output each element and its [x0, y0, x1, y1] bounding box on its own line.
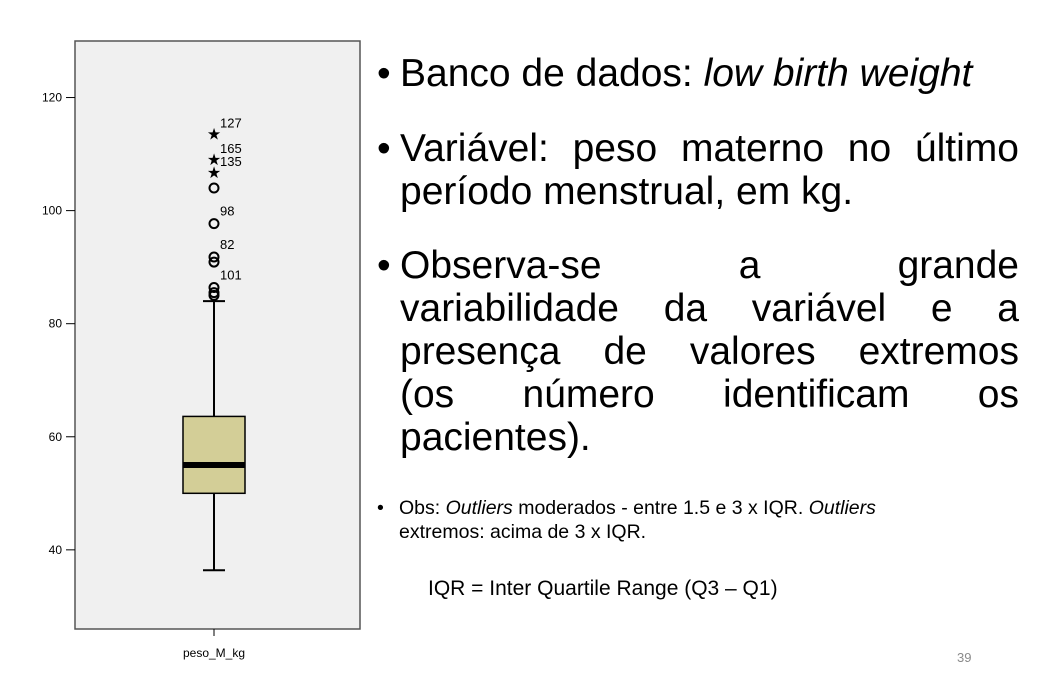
observation-line-3: presença de valores extremos: [400, 330, 1019, 373]
word: Observa-se: [400, 244, 602, 287]
word: variabilidade: [400, 287, 619, 330]
outlier-marker: [208, 251, 220, 263]
outlier-label: 82: [220, 237, 234, 252]
word: identificam: [723, 373, 910, 416]
variable-line-1: Variável: peso materno no último: [400, 127, 1019, 170]
extreme-label: 165: [220, 141, 242, 156]
word: valores: [689, 330, 816, 373]
word: a: [738, 244, 761, 287]
iqr-definition: IQR = Inter Quartile Range (Q3 – Q1): [428, 577, 778, 600]
extreme-label: 127: [220, 116, 242, 131]
word: peso: [572, 127, 658, 170]
outlier-label: 98: [220, 204, 234, 219]
word: número: [522, 373, 655, 416]
y-tick-label: 60: [49, 430, 63, 444]
extreme-marker: ★: [207, 125, 221, 144]
obs-label: Obs:: [399, 497, 446, 519]
word: extremos: [858, 330, 1019, 373]
word: os: [977, 373, 1019, 416]
y-axis: 40 60 80 100 120: [42, 91, 75, 557]
bullet-symbol: •: [377, 127, 391, 170]
word: grande: [897, 244, 1019, 287]
y-tick-label: 40: [49, 543, 63, 557]
obs-outliers-1: Outliers: [445, 497, 513, 519]
obs-moderate-text: moderados - entre 1.5 e 3 x IQR.: [512, 497, 809, 519]
database-name: low birth weight: [703, 52, 973, 95]
bullet-symbol: •: [377, 52, 391, 95]
word: (os: [400, 373, 455, 416]
observation-line-5: pacientes).: [400, 416, 591, 459]
x-axis-label: peso_M_kg: [183, 646, 245, 660]
word: último: [914, 127, 1019, 170]
word: a: [997, 287, 1019, 330]
word: Variável:: [400, 127, 549, 170]
word: variável: [751, 287, 887, 330]
word: materno: [680, 127, 825, 170]
outlier-marker: [208, 182, 220, 194]
outlier-label: 101: [220, 268, 242, 283]
y-tick-label: 100: [42, 204, 62, 218]
obs-outliers-2: Outliers: [808, 497, 876, 519]
variable-line-2: período menstrual, em kg.: [400, 170, 854, 213]
outlier-marker: [208, 256, 220, 268]
iqr-box: [182, 415, 246, 495]
word: da: [663, 287, 708, 330]
outlier-marker: [208, 282, 220, 294]
page-number: 39: [957, 650, 972, 665]
outlier-marker: [208, 218, 220, 230]
observation-line-1: Observa-se a grande: [400, 244, 1019, 287]
extreme-marker: ★: [207, 163, 221, 182]
y-tick-label: 80: [49, 317, 63, 331]
plot-area: [74, 40, 361, 630]
extreme-marker: ★: [207, 150, 221, 169]
outlier-marker: [208, 287, 220, 299]
observation-line-2: variabilidade da variável e a: [400, 287, 1019, 330]
database-label: Banco de dados:: [400, 52, 704, 95]
word: presença: [400, 330, 561, 373]
y-tick-label: 120: [42, 91, 62, 105]
word: de: [603, 330, 647, 373]
observation-line-4: (os número identificam os: [400, 373, 1019, 416]
word: no: [847, 127, 892, 170]
bullet-symbol: •: [377, 497, 384, 519]
obs-extreme-text: extremos: acima de 3 x IQR.: [399, 521, 647, 543]
extreme-label: 135: [220, 154, 242, 169]
box-group: [182, 300, 246, 572]
word: e: [930, 287, 953, 330]
bullet-symbol: •: [377, 244, 391, 287]
